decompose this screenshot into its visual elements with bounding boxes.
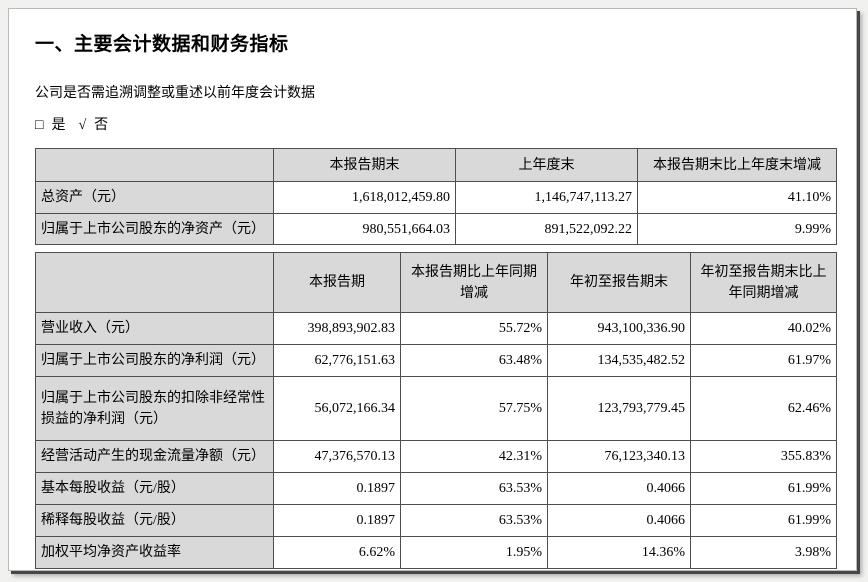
table-cell: 123,793,779.45 <box>547 376 691 441</box>
table-cell: 134,535,482.52 <box>547 344 691 377</box>
restate-no-label: 否 <box>94 118 110 133</box>
table-row: 基本每股收益（元/股） 0.1897 63.53% 0.4066 61.99% <box>35 472 837 505</box>
table-cell: 63.48% <box>400 344 548 377</box>
table-cell: 76,123,340.13 <box>547 440 691 473</box>
restate-answer: □ 是 √ 否 <box>35 117 856 135</box>
column-header: 本报告期比上年同期增减 <box>400 252 548 313</box>
table-row: 稀释每股收益（元/股） 0.1897 63.53% 0.4066 61.99% <box>35 504 837 537</box>
table-cell: 980,551,664.03 <box>273 213 456 245</box>
row-label: 营业收入（元） <box>35 312 274 345</box>
table-cell: 63.53% <box>400 472 548 505</box>
row-label: 总资产（元） <box>35 181 274 214</box>
table-cell: 0.1897 <box>273 504 401 537</box>
row-label: 归属于上市公司股东的扣除非经常性损益的净利润（元） <box>35 376 274 441</box>
table-cell: 61.99% <box>690 504 837 537</box>
column-header: 年初至报告期末比上年同期增减 <box>690 252 837 313</box>
document-page: 一、主要会计数据和财务指标 公司是否需追溯调整或重述以前年度会计数据 □ 是 √ 否 … <box>8 8 857 571</box>
table-row: 归属于上市公司股东的扣除非经常性损益的净利润（元） 56,072,166.34 … <box>35 376 837 441</box>
restate-yes-label: 是 <box>51 118 67 133</box>
period-end-indicators-table: 本报告期末 上年度末 本报告期末比上年度末增减 总资产（元） 1,618,012… <box>35 148 837 245</box>
table-cell: 63.53% <box>400 504 548 537</box>
table-cell: 62.46% <box>690 376 837 441</box>
table-cell: 47,376,570.13 <box>273 440 401 473</box>
table-cell: 6.62% <box>273 536 401 569</box>
table-cell: 9.99% <box>637 213 837 245</box>
table-cell: 61.97% <box>690 344 837 377</box>
column-header <box>35 148 274 182</box>
restate-question: 公司是否需追溯调整或重述以前年度会计数据 <box>35 86 315 101</box>
check-mark-icon: √ <box>78 118 88 133</box>
row-label: 归属于上市公司股东的净资产（元） <box>35 213 274 245</box>
table-row: 营业收入（元） 398,893,902.83 55.72% 943,100,33… <box>35 312 837 345</box>
table-header-row: 本报告期 本报告期比上年同期增减 年初至报告期末 年初至报告期末比上年同期增减 <box>35 252 837 313</box>
table-cell: 1,618,012,459.80 <box>273 181 456 214</box>
table-cell: 41.10% <box>637 181 837 214</box>
row-label: 稀释每股收益（元/股） <box>35 504 274 537</box>
table-cell: 0.1897 <box>273 472 401 505</box>
table-row: 总资产（元） 1,618,012,459.80 1,146,747,113.27… <box>35 181 837 214</box>
column-header: 年初至报告期末 <box>547 252 691 313</box>
row-label: 经营活动产生的现金流量净额（元） <box>35 440 274 473</box>
table-row: 加权平均净资产收益率 6.62% 1.95% 14.36% 3.98% <box>35 536 837 569</box>
row-label: 归属于上市公司股东的净利润（元） <box>35 344 274 377</box>
section-title: 一、主要会计数据和财务指标 <box>35 34 289 55</box>
period-indicators-table: 本报告期 本报告期比上年同期增减 年初至报告期末 年初至报告期末比上年同期增减 … <box>35 252 837 569</box>
table-cell: 398,893,902.83 <box>273 312 401 345</box>
column-header: 本报告期末比上年度末增减 <box>637 148 837 182</box>
table-cell: 1,146,747,113.27 <box>455 181 638 214</box>
table-cell: 0.4066 <box>547 472 691 505</box>
table-cell: 42.31% <box>400 440 548 473</box>
table-cell: 0.4066 <box>547 504 691 537</box>
column-header: 本报告期末 <box>273 148 456 182</box>
checkbox-unchecked-icon: □ <box>35 118 45 133</box>
table-cell: 891,522,092.22 <box>455 213 638 245</box>
column-header: 本报告期 <box>273 252 401 313</box>
table-cell: 3.98% <box>690 536 837 569</box>
table-row: 经营活动产生的现金流量净额（元） 47,376,570.13 42.31% 76… <box>35 440 837 473</box>
table-cell: 56,072,166.34 <box>273 376 401 441</box>
table-cell: 62,776,151.63 <box>273 344 401 377</box>
table-cell: 943,100,336.90 <box>547 312 691 345</box>
column-header <box>35 252 274 313</box>
table-cell: 57.75% <box>400 376 548 441</box>
table-cell: 40.02% <box>690 312 837 345</box>
table-row: 归属于上市公司股东的净资产（元） 980,551,664.03 891,522,… <box>35 213 837 245</box>
table-row: 归属于上市公司股东的净利润（元） 62,776,151.63 63.48% 13… <box>35 344 837 377</box>
row-label: 加权平均净资产收益率 <box>35 536 274 569</box>
table-header-row: 本报告期末 上年度末 本报告期末比上年度末增减 <box>35 148 837 182</box>
table-cell: 61.99% <box>690 472 837 505</box>
column-header: 上年度末 <box>455 148 638 182</box>
table-cell: 55.72% <box>400 312 548 345</box>
table-cell: 14.36% <box>547 536 691 569</box>
row-label: 基本每股收益（元/股） <box>35 472 274 505</box>
table-cell: 1.95% <box>400 536 548 569</box>
table-cell: 355.83% <box>690 440 837 473</box>
